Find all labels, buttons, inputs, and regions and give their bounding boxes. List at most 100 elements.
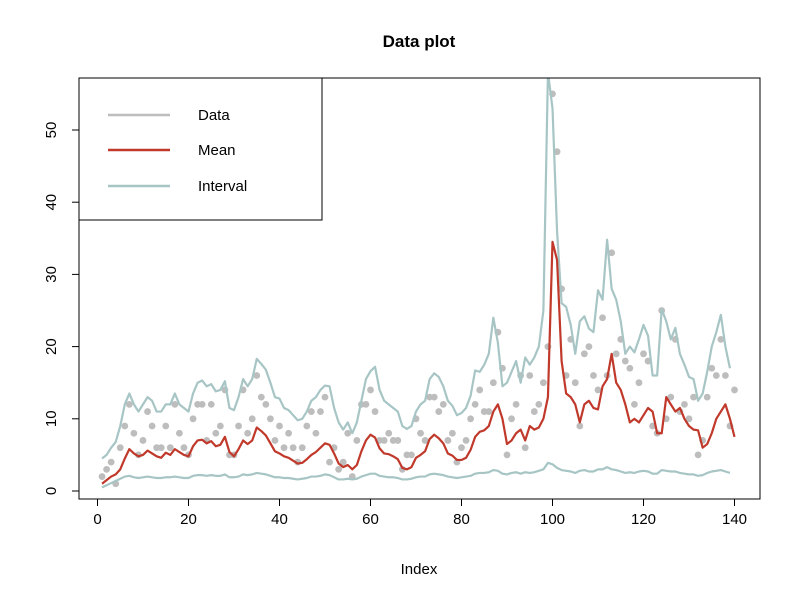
data-point [144, 408, 151, 415]
data-point [121, 422, 129, 430]
data-point [317, 408, 324, 415]
x-tick-label: 140 [722, 511, 747, 528]
data-point [157, 444, 165, 452]
data-point [681, 400, 688, 408]
data-point [594, 386, 602, 394]
data-point [694, 451, 702, 459]
data-point [107, 458, 115, 466]
data-point [307, 408, 315, 415]
data-point [444, 437, 452, 444]
data-point [421, 437, 429, 444]
data-point [631, 400, 638, 408]
data-point [708, 364, 716, 372]
data-point [244, 429, 252, 437]
data-point [353, 437, 361, 444]
data-point [276, 422, 283, 430]
data-point [216, 422, 224, 430]
data-point [394, 437, 402, 444]
data-point [703, 393, 711, 401]
data-point [503, 451, 511, 459]
data-point [667, 393, 675, 401]
data-point [485, 408, 493, 415]
data-point [435, 408, 443, 415]
data-point [385, 429, 393, 437]
data-point [571, 379, 579, 387]
data-point [430, 393, 438, 401]
y-tick-label: 50 [43, 122, 60, 139]
data-point [540, 379, 547, 387]
mean-line [101, 240, 736, 485]
data-point [298, 444, 306, 452]
data-point [553, 148, 561, 156]
data-point [171, 400, 179, 408]
data-point [262, 400, 270, 408]
data-point [362, 400, 370, 408]
data-point [198, 400, 206, 408]
data-point [285, 429, 292, 437]
data-point [98, 473, 106, 480]
data-point [512, 400, 520, 408]
data-point [335, 465, 343, 473]
y-tick-label: 10 [43, 410, 60, 427]
x-tick-label: 0 [93, 511, 101, 528]
data-point [207, 400, 215, 408]
data-point [103, 465, 110, 473]
x-axis: 0 20 40 60 80 100 120 140 [93, 498, 747, 528]
chart-title: Data plot [383, 32, 456, 51]
data-point [458, 444, 465, 452]
data-point [590, 372, 597, 379]
data-point [489, 379, 497, 387]
legend-label-interval: Interval [198, 178, 247, 195]
plot-area [98, 78, 738, 489]
data-point [130, 429, 138, 437]
data-point [576, 422, 584, 430]
data-point [166, 444, 174, 452]
data-point [608, 249, 616, 257]
data-point [235, 422, 242, 430]
data-point [148, 422, 156, 430]
interval-lower-line [101, 461, 731, 489]
data-point [717, 335, 725, 343]
data-point [439, 400, 447, 408]
data-point [176, 429, 183, 437]
y-tick-label: 40 [43, 194, 60, 211]
data-point [253, 372, 261, 379]
data-point [289, 444, 297, 452]
data-point [180, 444, 188, 452]
data-point [312, 429, 320, 437]
data-point [621, 357, 629, 365]
data-point [380, 437, 388, 444]
data-point [722, 372, 729, 379]
y-tick-label: 30 [43, 266, 60, 283]
data-point [476, 386, 484, 394]
data-point [685, 415, 693, 423]
data-point [267, 415, 274, 423]
x-tick-label: 60 [362, 511, 379, 528]
data-point [321, 393, 329, 401]
data-point [162, 422, 170, 430]
data-point [731, 386, 738, 394]
y-tick-label: 0 [43, 487, 60, 495]
data-point [248, 415, 256, 423]
y-tick-label: 20 [43, 338, 60, 355]
data-point [189, 415, 197, 423]
x-axis-label: Index [401, 561, 438, 578]
data-point [257, 393, 265, 401]
data-point [116, 444, 124, 452]
x-tick-label: 20 [180, 511, 197, 528]
data-point [535, 400, 543, 408]
data-point [626, 364, 634, 372]
data-point [303, 422, 311, 430]
data-point [125, 400, 133, 408]
x-tick-label: 100 [540, 511, 565, 528]
data-point [212, 429, 220, 437]
data-point [635, 379, 643, 387]
y-axis: 0 10 20 30 40 50 [43, 122, 80, 495]
legend-label-mean: Mean [198, 142, 236, 159]
data-point [408, 451, 415, 459]
data-point [471, 400, 479, 408]
data-point [585, 343, 593, 350]
data-point [640, 350, 647, 358]
data-point [280, 444, 288, 452]
